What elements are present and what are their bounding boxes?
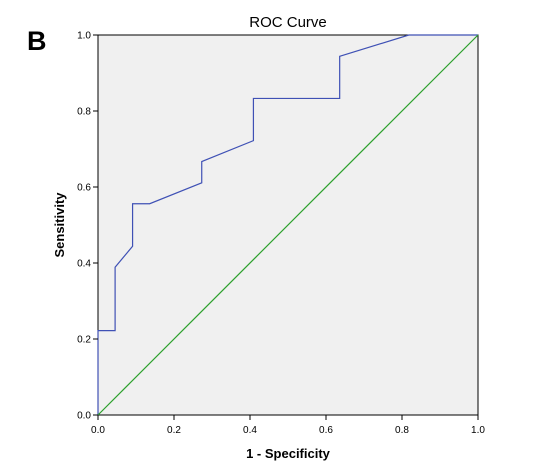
y-tick-label: 1.0 bbox=[77, 31, 91, 42]
series-layer bbox=[97, 34, 479, 416]
roc-curve-line bbox=[97, 34, 478, 415]
x-tick-label: 0.0 bbox=[91, 425, 105, 436]
x-tick-label: 0.2 bbox=[167, 425, 181, 436]
x-tick-label: 0.6 bbox=[319, 425, 333, 436]
panel-label: B bbox=[27, 26, 47, 56]
x-tick-label: 0.4 bbox=[243, 425, 257, 436]
chart-title: ROC Curve bbox=[249, 14, 327, 31]
y-axis-title: Sensitivity bbox=[52, 192, 67, 258]
y-tick-label: 0.8 bbox=[77, 107, 91, 118]
reference-line bbox=[97, 34, 479, 416]
y-axis: 0.0 0.2 0.4 0.6 0.8 1.0 bbox=[77, 31, 98, 422]
x-tick-label: 1.0 bbox=[471, 425, 485, 436]
x-tick-label: 0.8 bbox=[395, 425, 409, 436]
y-tick-label: 0.6 bbox=[77, 183, 91, 194]
x-axis-title: 1 - Specificity bbox=[246, 446, 331, 461]
x-axis: 0.0 0.2 0.4 0.6 0.8 1.0 bbox=[91, 415, 485, 436]
y-tick-label: 0.0 bbox=[77, 411, 91, 422]
y-tick-label: 0.2 bbox=[77, 335, 91, 346]
y-tick-label: 0.4 bbox=[77, 259, 91, 270]
